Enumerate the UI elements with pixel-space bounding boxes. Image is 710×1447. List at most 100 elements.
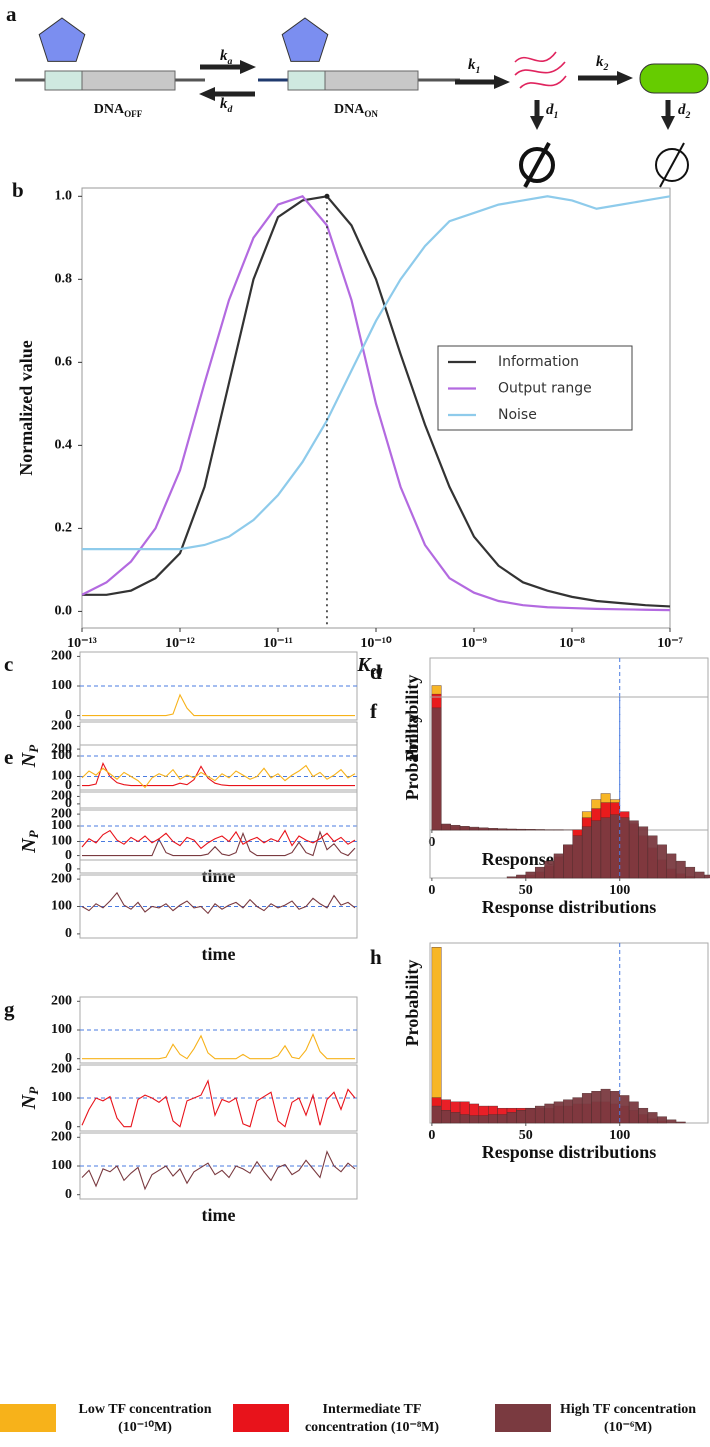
label-sub: P [26,829,41,838]
y-tick-label: 100 [51,818,72,833]
label-main: k [468,57,476,73]
y-tick-label: 0 [65,1051,72,1066]
label-sub: 1 [476,65,481,76]
y-tick-label: 100 [51,1090,72,1105]
legend-label: Information [498,354,579,370]
label-main: K [356,654,372,676]
histogram-bar [525,829,536,831]
histogram-bar [488,828,498,831]
x-tick-label: 50 [519,883,533,898]
label-sub: ON [364,109,378,119]
panel-label: e [4,745,13,769]
histogram-bar [553,853,564,879]
label-sub: d [228,104,233,115]
label-main: d [678,102,686,118]
x-axis-label: time [202,1205,236,1225]
histogram-bar [591,1091,602,1124]
series-line [82,195,671,551]
y-tick-label: 1.0 [55,189,73,204]
histogram-bar [431,947,442,1124]
trace [82,830,356,857]
histogram-bar [450,824,461,831]
label-main: DNA [94,102,125,117]
x-tick-label: 100 [609,1128,630,1143]
panel-label: b [12,178,24,202]
x-axis-label: Response distributions [482,897,657,917]
x-tick-label: 50 [519,1128,533,1143]
legend-label: concentration (10⁻⁸M) [305,1420,439,1435]
legend-label: Output range [498,381,592,397]
panel-label: d [370,660,382,684]
label-sub: a [228,56,233,67]
x-axis-label: Keq [356,654,383,677]
x-axis-label: time [202,944,236,964]
histogram-bar [694,871,705,879]
histogram-bar [619,817,630,879]
label-main: k [220,96,228,112]
histogram-bar [581,1093,592,1124]
y-axis-label: NP [18,1086,41,1110]
histogram-bar [544,860,555,879]
panel-label: g [4,997,15,1021]
rate-label: kd [220,96,233,115]
histogram-bar [459,826,470,831]
histogram-bar [516,1110,526,1124]
label-main: k [596,54,604,70]
x-tick-label: 10⁻⁸ [559,636,585,651]
rate-label: k2 [596,54,609,73]
y-tick-label: 0.6 [55,355,73,370]
panel-label: c [4,652,13,676]
histogram-bar [478,827,489,831]
legend-label: Noise [498,407,537,423]
x-tick-label: 10⁻¹³ [67,636,97,651]
histogram-bar [572,1097,583,1124]
legend-swatch [233,1404,289,1432]
trace [81,829,356,850]
histogram-bar [666,1119,677,1124]
dna-off-label: DNAOFF [94,102,143,119]
x-tick-label: 10⁻⁹ [461,636,487,651]
y-axis-label: NP [18,829,41,853]
y-tick-label: 100 [51,1022,72,1037]
peak-point [324,193,330,199]
plot-frame [429,657,709,831]
histogram-bar [610,814,620,879]
x-tick-label: 0 [428,1128,435,1143]
histogram-bar [534,829,545,831]
legend-label: (10⁻⁶M) [604,1420,652,1435]
subplot-frame [79,1064,358,1132]
rate-label: ka [220,48,233,67]
legend-label: High TF concentration [560,1402,696,1417]
subplot-frame [79,1132,358,1200]
y-axis-label: NP [18,744,41,768]
x-tick-label: 10⁻¹⁰ [360,636,392,651]
panel-label: h [370,945,382,969]
y-tick-label: 200 [51,1130,72,1145]
label-sub: OFF [124,109,143,119]
histogram-bar [516,874,526,879]
y-tick-label: 200 [51,994,72,1009]
y-tick-label: 0.4 [55,438,73,453]
legend-swatch [0,1404,56,1432]
histogram-bar [431,1105,442,1124]
trace [81,764,356,789]
histogram-bar [544,1103,555,1124]
histogram-bar [591,820,602,879]
histogram-bar [534,1105,545,1124]
y-tick-label: 100 [51,769,72,784]
histogram-bar [525,871,536,879]
panel-label: a [6,2,17,26]
trace [81,891,356,915]
histogram-bar [441,823,451,831]
y-axis-label: Probability [402,960,422,1047]
y-tick-label: 0 [65,1187,72,1202]
histogram-bar [572,835,583,879]
y-tick-label: 100 [51,899,72,914]
y-tick-label: 100 [51,748,72,763]
x-tick-label: 10⁻¹² [165,636,195,651]
label-sub: P [26,744,41,753]
y-tick-label: 0.0 [55,604,73,619]
trace [82,693,355,717]
y-tick-label: 100 [51,834,72,849]
